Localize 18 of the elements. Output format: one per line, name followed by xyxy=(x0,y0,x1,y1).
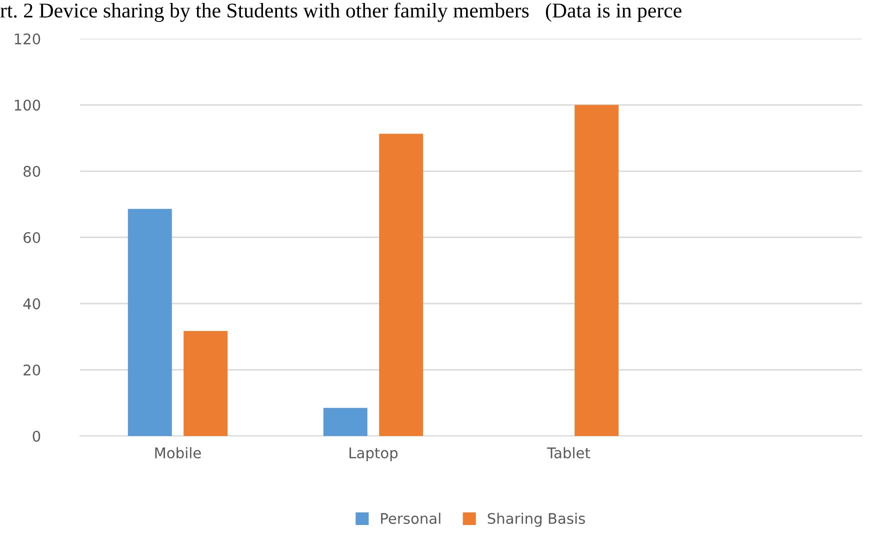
chart-title: rt. 2 Device sharing by the Students with other family members (Data is in perce xyxy=(0,2,682,22)
x-tick-label: Mobile xyxy=(155,447,201,458)
y-tick-label: 0 xyxy=(32,430,40,442)
bar xyxy=(184,331,228,436)
y-tick-label: 120 xyxy=(14,33,40,44)
bar xyxy=(323,408,368,436)
bar xyxy=(128,208,172,436)
y-tick-label: 100 xyxy=(14,100,40,111)
y-tick-label: 60 xyxy=(24,232,40,244)
y-tick-label: 80 xyxy=(24,166,40,177)
x-tick-label: Tablet xyxy=(546,447,590,458)
legend-label: Sharing Basis xyxy=(488,512,585,527)
x-tick-label: Laptop xyxy=(350,448,398,462)
y-tick-label: 40 xyxy=(23,298,40,310)
y-tick-label: 20 xyxy=(24,364,40,376)
bar xyxy=(574,104,619,436)
legend-label: Personal xyxy=(381,512,440,524)
bar xyxy=(379,134,424,436)
